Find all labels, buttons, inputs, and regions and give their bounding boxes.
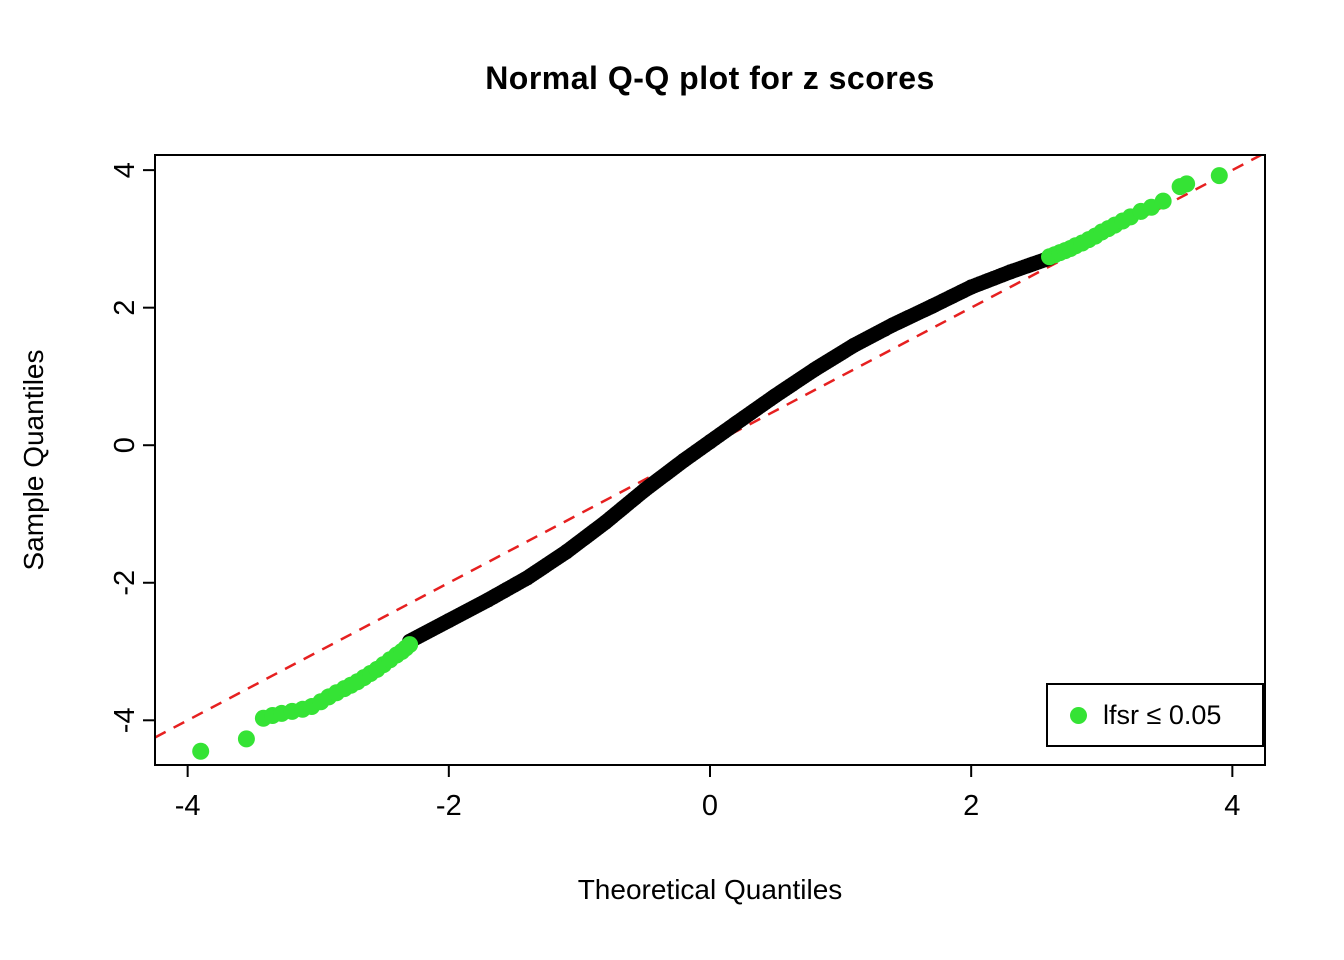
svg-text:4: 4 (1224, 790, 1240, 822)
legend: lfsr ≤ 0.05 (1046, 683, 1264, 747)
svg-text:2: 2 (963, 790, 979, 822)
svg-text:-2: -2 (436, 790, 462, 822)
svg-text:-4: -4 (175, 790, 201, 822)
legend-label: lfsr ≤ 0.05 (1103, 699, 1222, 730)
x-axis-label: Theoretical Quantiles (577, 874, 843, 905)
legend-marker-icon (1070, 706, 1087, 724)
svg-text:2: 2 (109, 300, 141, 316)
chart-title: Normal Q-Q plot for z scores (485, 60, 935, 96)
svg-text:-2: -2 (109, 570, 141, 596)
svg-text:4: 4 (109, 162, 141, 178)
svg-text:0: 0 (109, 437, 141, 453)
y-axis-label: Sample Quantiles (18, 349, 49, 571)
svg-text:-4: -4 (109, 707, 141, 733)
svg-text:0: 0 (702, 790, 718, 822)
